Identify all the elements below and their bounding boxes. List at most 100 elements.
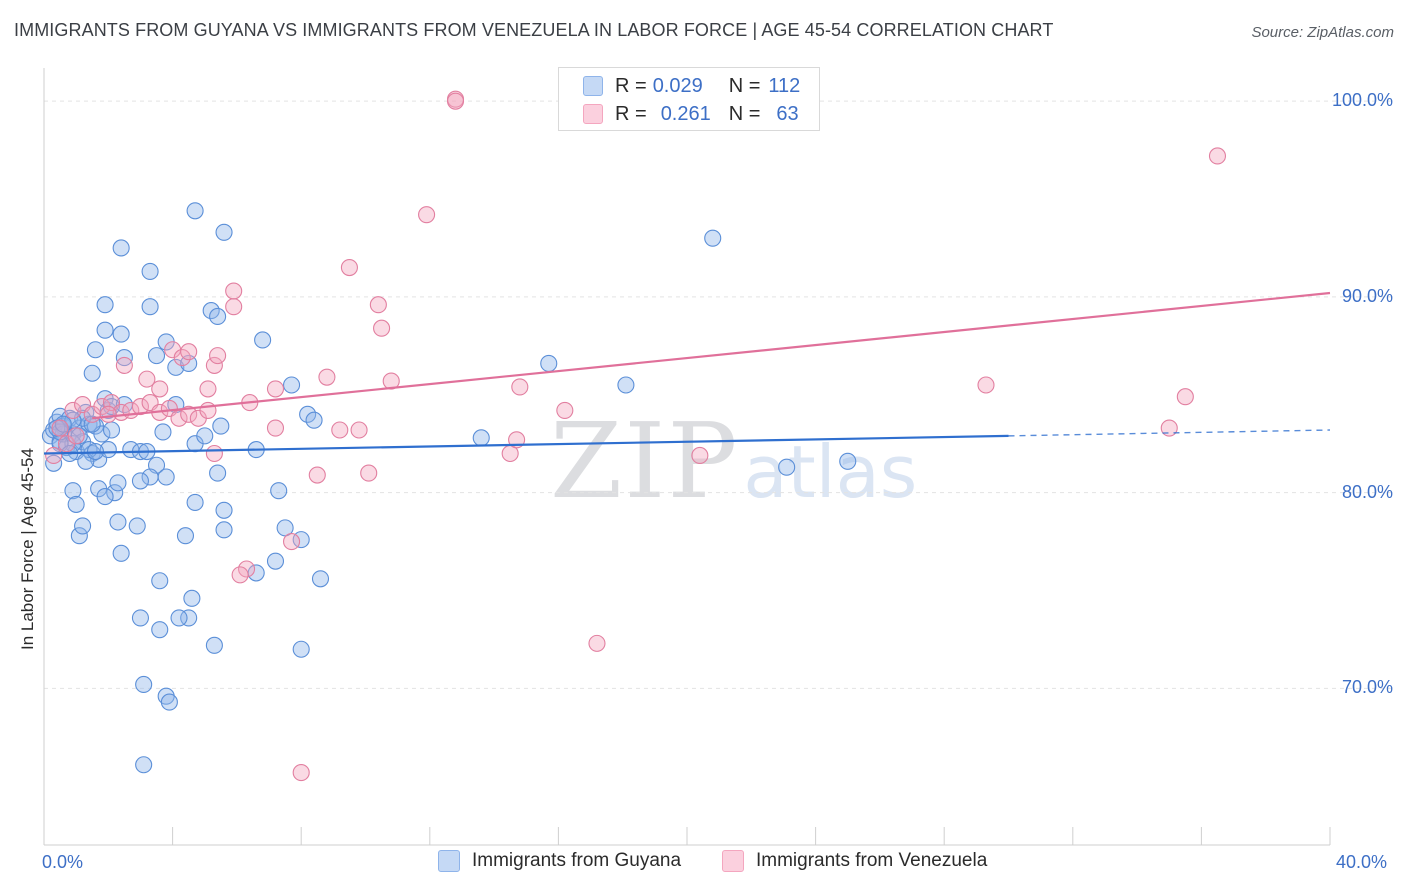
- watermark-atlas: atlas: [743, 430, 918, 514]
- point-guyana: [209, 307, 227, 326]
- point-guyana: [180, 354, 198, 373]
- point-guyana: [99, 441, 117, 459]
- point-guyana: [202, 302, 220, 320]
- chart-title: IMMIGRANTS FROM GUYANA VS IMMIGRANTS FRO…: [14, 20, 1054, 40]
- point-venezuela: [205, 356, 223, 374]
- legend-swatch-guyana: [438, 850, 460, 872]
- point-venezuela: [283, 533, 301, 551]
- point-venezuela: [360, 464, 378, 482]
- point-guyana: [70, 527, 88, 545]
- stats-legend: R = 0.029 N = 112 R = 0.261 N = 63: [558, 67, 820, 131]
- point-guyana: [704, 229, 722, 247]
- trendline-guyana: [43, 434, 1009, 455]
- point-guyana: [135, 756, 153, 774]
- point-guyana: [112, 239, 130, 257]
- r-value: 0.261: [660, 102, 711, 125]
- point-venezuela: [199, 401, 217, 419]
- point-guyana: [540, 354, 558, 373]
- y-tick-label: 90.0%: [1341, 285, 1393, 306]
- point-venezuela: [51, 419, 69, 437]
- r-value: 0.029: [652, 74, 703, 97]
- point-guyana: [209, 464, 227, 482]
- point-guyana: [167, 358, 185, 376]
- point-venezuela: [131, 397, 149, 416]
- point-guyana: [96, 321, 114, 339]
- trendline-guyana-extension: [1008, 429, 1331, 437]
- point-venezuela: [64, 401, 82, 419]
- n-value: 63: [776, 102, 799, 125]
- n-label: N =: [728, 102, 761, 125]
- point-guyana: [141, 262, 159, 281]
- point-guyana: [109, 474, 127, 492]
- point-venezuela: [331, 421, 349, 439]
- point-guyana: [109, 513, 127, 531]
- point-venezuela: [173, 349, 191, 367]
- point-venezuela: [977, 376, 995, 394]
- legend-swatch-venezuela: [722, 850, 744, 872]
- point-venezuela: [138, 370, 156, 388]
- point-guyana: [102, 421, 121, 439]
- point-guyana: [64, 482, 82, 500]
- point-venezuela: [67, 427, 85, 445]
- point-venezuela: [292, 764, 310, 782]
- point-guyana: [160, 693, 178, 711]
- point-guyana: [74, 517, 92, 535]
- point-venezuela: [1176, 388, 1194, 406]
- point-venezuela: [556, 401, 574, 419]
- point-venezuela: [266, 419, 285, 437]
- point-guyana: [135, 675, 153, 694]
- legend-item-venezuela[interactable]: Immigrants from Venezuela: [722, 850, 987, 872]
- point-guyana: [96, 296, 114, 314]
- point-guyana: [151, 572, 169, 590]
- point-venezuela: [180, 343, 198, 361]
- point-guyana: [472, 429, 490, 447]
- n-label: N =: [728, 74, 761, 97]
- point-guyana: [205, 636, 223, 654]
- point-guyana: [292, 640, 310, 658]
- series-legend: Immigrants from Guyana Immigrants from V…: [0, 850, 1406, 878]
- point-venezuela: [205, 444, 223, 463]
- point-venezuela: [373, 319, 391, 337]
- point-guyana: [183, 589, 201, 607]
- point-venezuela: [199, 380, 217, 398]
- point-guyana: [86, 341, 104, 359]
- point-venezuela: [340, 258, 358, 277]
- point-venezuela: [1160, 419, 1178, 437]
- r-label: R =: [615, 74, 647, 97]
- point-guyana: [151, 621, 169, 639]
- legend-label-guyana: Immigrants from Guyana: [472, 850, 682, 871]
- point-venezuela: [511, 378, 529, 396]
- trendline-venezuela: [92, 291, 1331, 420]
- point-guyana: [83, 364, 101, 382]
- point-guyana: [196, 427, 214, 445]
- point-venezuela: [588, 634, 606, 652]
- point-guyana: [839, 452, 857, 470]
- point-guyana: [299, 405, 317, 423]
- point-venezuela: [180, 405, 198, 423]
- n-value: 112: [768, 74, 801, 97]
- point-venezuela: [45, 446, 63, 465]
- source-label: Source: ZipAtlas.com: [1251, 24, 1394, 41]
- point-guyana: [778, 458, 796, 476]
- point-venezuela: [418, 206, 436, 224]
- y-axis-label: In Labor Force | Age 45-54: [18, 448, 37, 650]
- legend-item-guyana[interactable]: Immigrants from Guyana: [438, 850, 681, 872]
- x-tick-label-min: 0.0%: [42, 852, 84, 872]
- point-guyana: [170, 609, 188, 627]
- legend-label-venezuela: Immigrants from Venezuela: [756, 850, 988, 871]
- point-venezuela: [237, 560, 256, 578]
- point-guyana: [617, 376, 635, 394]
- point-guyana: [283, 376, 301, 394]
- point-guyana: [305, 411, 323, 429]
- point-guyana: [141, 298, 159, 316]
- point-venezuela: [446, 92, 465, 110]
- y-tick-label: 80.0%: [1341, 481, 1393, 502]
- point-guyana: [215, 501, 233, 519]
- point-venezuela: [209, 347, 227, 365]
- point-guyana: [270, 482, 288, 500]
- point-venezuela: [318, 368, 336, 386]
- point-venezuela: [99, 405, 117, 423]
- point-venezuela: [225, 298, 243, 316]
- point-venezuela: [308, 466, 326, 484]
- point-guyana: [131, 472, 149, 490]
